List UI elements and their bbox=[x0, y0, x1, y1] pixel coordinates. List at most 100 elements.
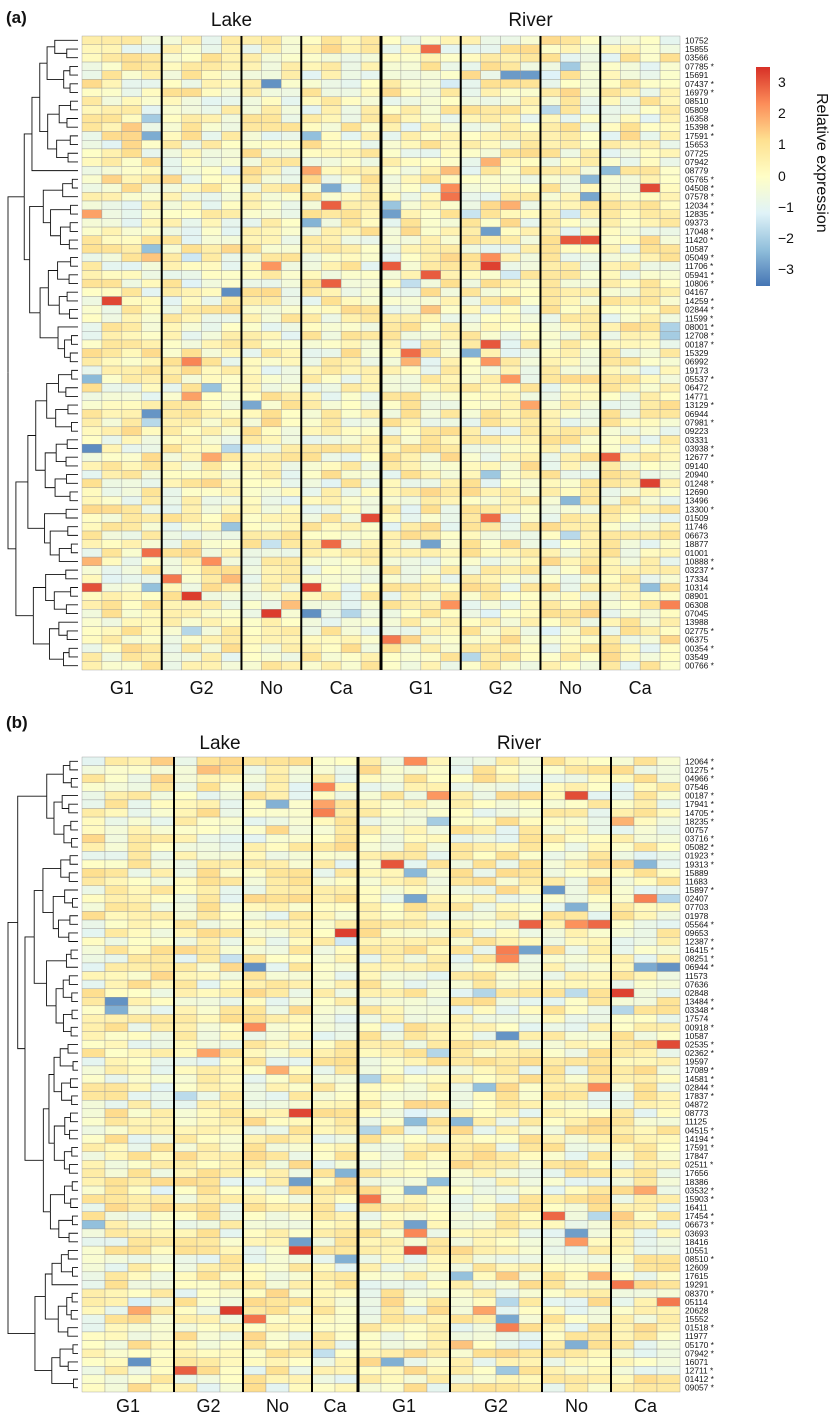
heatmap-cell bbox=[161, 452, 182, 462]
heatmap-cell bbox=[81, 487, 103, 497]
heatmap-cell bbox=[150, 1228, 175, 1238]
heatmap-cell bbox=[560, 461, 581, 471]
heatmap-cell bbox=[620, 478, 641, 488]
heatmap-cell bbox=[560, 113, 581, 124]
heatmap-cell bbox=[659, 383, 681, 393]
heatmap-cell bbox=[500, 261, 521, 271]
heatmap-cell bbox=[587, 1074, 612, 1084]
heatmap-cell bbox=[81, 461, 103, 471]
heatmap-cell bbox=[281, 348, 302, 358]
heatmap-cell bbox=[420, 200, 441, 210]
heatmap-cell bbox=[620, 374, 641, 384]
heatmap-cell bbox=[659, 192, 681, 202]
heatmap-cell bbox=[518, 859, 543, 869]
heatmap-cell bbox=[449, 756, 474, 766]
heatmap-cell bbox=[460, 200, 481, 210]
heatmap-cell bbox=[181, 478, 202, 488]
heatmap-cell bbox=[426, 937, 451, 946]
heatmap-cell bbox=[201, 270, 222, 280]
heatmap-cell bbox=[221, 287, 242, 297]
heatmap-cell bbox=[449, 808, 474, 818]
heatmap-cell bbox=[150, 928, 175, 938]
dendrogram-branch bbox=[17, 795, 47, 923]
heatmap-cell bbox=[518, 1022, 543, 1032]
heatmap-cell bbox=[181, 322, 202, 332]
heatmap-cell bbox=[449, 928, 474, 938]
heatmap-cell bbox=[587, 1366, 612, 1376]
heatmap-cell bbox=[173, 1151, 198, 1161]
heatmap-cell bbox=[161, 443, 182, 454]
heatmap-cell bbox=[580, 200, 601, 210]
heatmap-cell bbox=[400, 140, 422, 150]
heatmap-cell bbox=[357, 997, 382, 1007]
heatmap-cell bbox=[587, 1203, 612, 1212]
heatmap-cell bbox=[560, 70, 581, 80]
heatmap-cell bbox=[150, 1014, 175, 1024]
dendrogram-branch bbox=[51, 1370, 74, 1384]
heatmap-cell bbox=[656, 799, 681, 809]
heatmap-cell bbox=[340, 244, 362, 254]
heatmap-cell bbox=[520, 409, 541, 419]
dendrogram-branch bbox=[68, 244, 78, 250]
heatmap-cell bbox=[580, 443, 601, 454]
dendrogram-branch bbox=[33, 936, 47, 984]
heatmap-cell bbox=[242, 1142, 267, 1152]
heatmap-cell bbox=[242, 1014, 267, 1024]
heatmap-cell bbox=[219, 1323, 244, 1333]
heatmap-cell bbox=[181, 470, 202, 480]
heatmap-cell bbox=[301, 409, 322, 419]
heatmap-cell bbox=[620, 600, 641, 610]
heatmap-cell bbox=[241, 522, 262, 532]
heatmap-cell bbox=[121, 218, 143, 228]
heatmap-cell bbox=[500, 470, 521, 480]
heatmap-cell bbox=[104, 919, 129, 929]
heatmap-cell bbox=[656, 1237, 681, 1247]
heatmap-cell bbox=[540, 96, 561, 106]
dendrogram-branch bbox=[58, 1219, 73, 1229]
heatmap-cell bbox=[500, 643, 521, 653]
heatmap-cell bbox=[659, 461, 681, 471]
heatmap-cell bbox=[141, 270, 162, 280]
heatmap-cell bbox=[659, 244, 681, 254]
heatmap-cell bbox=[541, 1323, 566, 1333]
heatmap-cell bbox=[357, 765, 382, 775]
heatmap-cell bbox=[334, 1211, 359, 1221]
heatmap-cell bbox=[173, 971, 198, 981]
heatmap-cell bbox=[121, 556, 143, 566]
dendrogram-branch bbox=[70, 954, 78, 960]
heatmap-cell bbox=[633, 971, 658, 981]
heatmap-cell bbox=[480, 174, 501, 184]
heatmap-cell bbox=[141, 574, 162, 584]
heatmap-cell bbox=[150, 876, 175, 886]
dendrogram-branch bbox=[71, 1095, 78, 1101]
heatmap-cell bbox=[104, 1057, 129, 1067]
heatmap-cell bbox=[400, 261, 422, 271]
row-label: 13129 * bbox=[685, 400, 715, 410]
heatmap-cell bbox=[261, 278, 282, 289]
heatmap-cell bbox=[560, 174, 581, 184]
heatmap-cell bbox=[265, 825, 290, 835]
row-label: 07546 bbox=[685, 782, 709, 792]
heatmap-cell bbox=[403, 1263, 428, 1273]
heatmap-cell bbox=[639, 140, 661, 150]
heatmap-cell bbox=[540, 44, 561, 54]
heatmap-cell bbox=[540, 643, 561, 653]
heatmap-cell bbox=[81, 1160, 106, 1170]
heatmap-cell bbox=[81, 661, 103, 671]
heatmap-cell bbox=[161, 652, 182, 662]
heatmap-cell bbox=[620, 244, 641, 254]
heatmap-cell bbox=[288, 1082, 313, 1092]
heatmap-cell bbox=[610, 791, 635, 801]
dendrogram-branch bbox=[70, 1112, 78, 1118]
heatmap-cell bbox=[560, 582, 581, 593]
heatmap-cell bbox=[221, 348, 242, 358]
heatmap-cell bbox=[241, 574, 262, 584]
heatmap-cell bbox=[340, 635, 362, 645]
heatmap-cell bbox=[81, 1177, 106, 1187]
heatmap-cell bbox=[121, 643, 143, 653]
heatmap-cell bbox=[221, 313, 242, 323]
heatmap-cell bbox=[221, 244, 242, 254]
heatmap-cell bbox=[495, 868, 520, 878]
heatmap-cell bbox=[127, 1074, 152, 1084]
heatmap-cell bbox=[610, 1022, 635, 1032]
